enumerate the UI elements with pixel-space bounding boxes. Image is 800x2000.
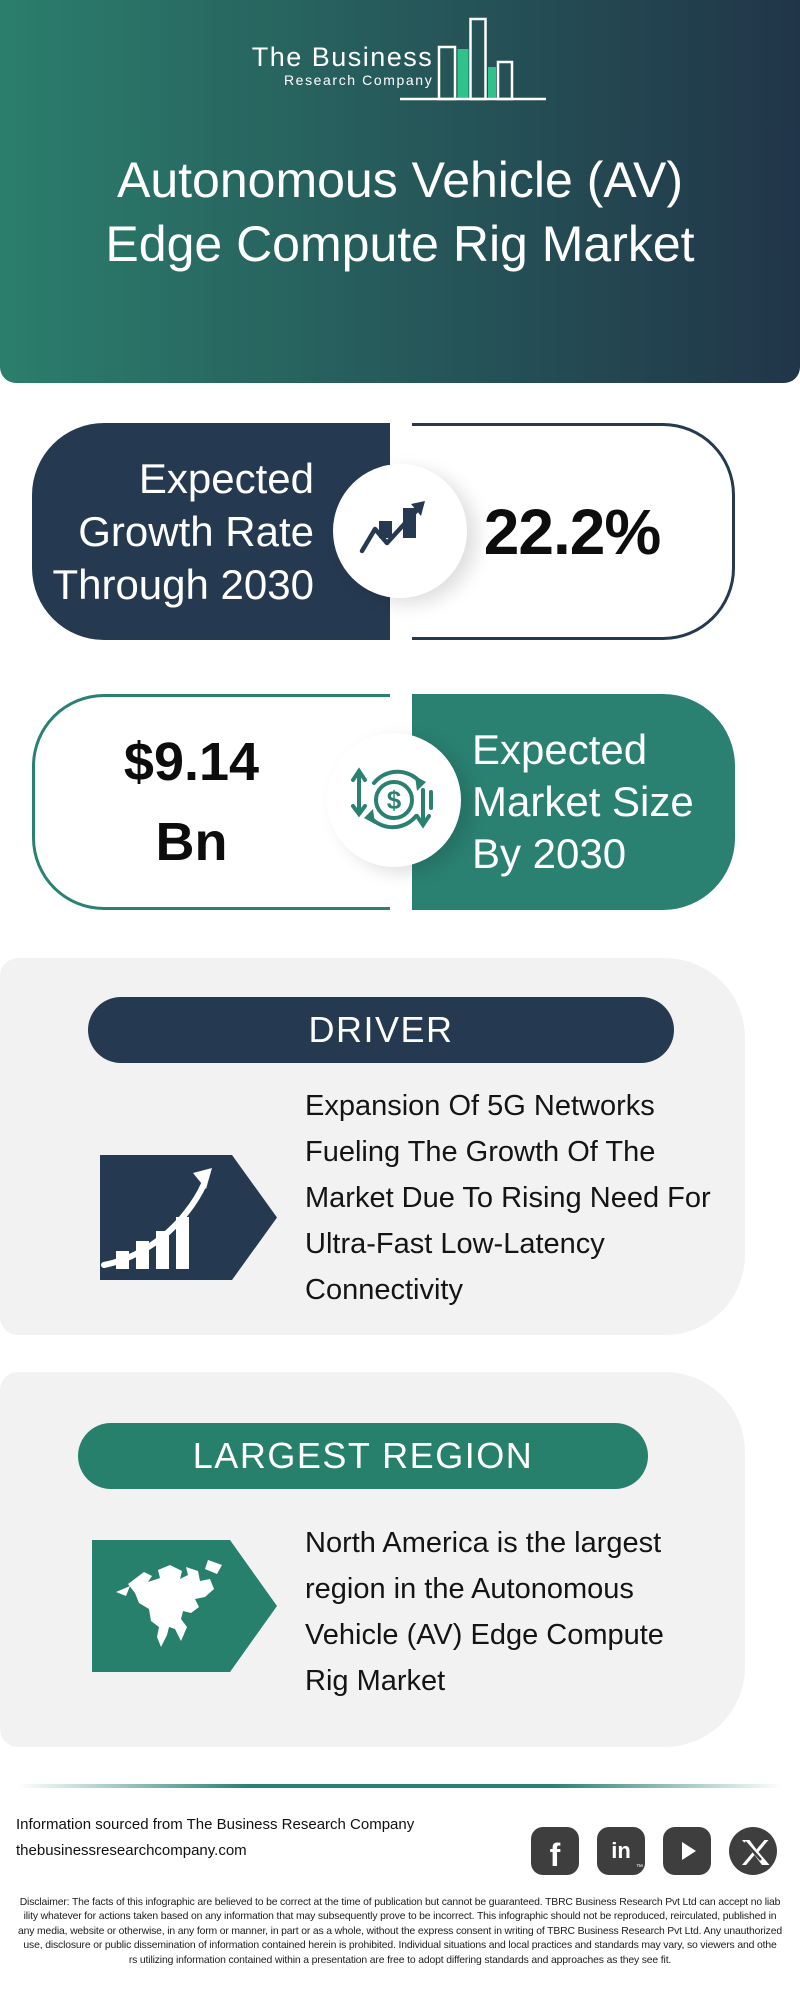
region-text-line3: Vehicle (AV) Edge Compute [305, 1619, 664, 1651]
driver-text-line5: Connectivity [305, 1274, 463, 1306]
driver-text-line3: Market Due To Rising Need For [305, 1182, 711, 1214]
bar-growth-arrow-icon [100, 1155, 277, 1280]
region-heading: LARGEST REGION [192, 1435, 534, 1476]
size-label-line3: By 2030 [472, 830, 627, 877]
region-heading-pill: LARGEST REGION [78, 1423, 648, 1489]
growth-rate-card: Expected Growth Rate Through 2030 22.2% [32, 423, 735, 640]
disclaimer-line1: Disclaimer: The facts of this infographi… [19, 1897, 781, 1908]
market-size-unit: Bn [155, 812, 228, 872]
source-info: Information sourced from The Business Re… [16, 1812, 414, 1864]
driver-text-line4: Ultra-Fast Low-Latency [305, 1228, 605, 1260]
disclaimer: Disclaimer: The facts of this infographi… [10, 1896, 790, 1968]
growth-rate-value: 22.2% [483, 495, 661, 568]
size-label-line2: Market Size [472, 778, 694, 825]
svg-text:$: $ [387, 785, 402, 815]
disclaimer-line3: any media, website or otherwise, in any … [18, 1925, 782, 1937]
company-logo: The Business Research Company [0, 16, 800, 102]
facebook-icon[interactable]: f [531, 1827, 579, 1875]
growth-trend-icon [359, 501, 425, 554]
page-title-line1: Autonomous Vehicle (AV) [116, 152, 684, 208]
market-size-value-box: $9.14 Bn [32, 694, 390, 910]
market-size-badge: $ [327, 733, 461, 867]
source-line: Information sourced from The Business Re… [16, 1816, 415, 1833]
region-text-line2: region in the Autonomous [305, 1573, 634, 1605]
growth-label-line1: Expected [138, 455, 314, 502]
page-title: Autonomous Vehicle (AV) Edge Compute Rig… [0, 148, 800, 276]
region-text-line1: North America is the largest [305, 1527, 662, 1559]
website-link[interactable]: thebusinessresearchcompany.com [16, 1842, 247, 1859]
logo-name-line1: The Business [251, 42, 434, 72]
driver-text-line1: Expansion Of 5G Networks [305, 1090, 655, 1122]
driver-panel: DRIVER Expansion Of 5G Networks Fueling … [0, 958, 745, 1335]
disclaimer-line4: use, disclosure or public dissemination … [23, 1940, 777, 1952]
youtube-icon[interactable] [663, 1827, 711, 1875]
driver-heading-pill: DRIVER [88, 997, 674, 1063]
logo-wordmark: The Business Research Company [252, 42, 434, 88]
growth-label-line2: Growth Rate [78, 508, 314, 555]
social-links: f in ™ [531, 1827, 777, 1875]
growth-badge [333, 464, 467, 598]
largest-region-panel: LARGEST REGION North America is the larg… [0, 1372, 745, 1747]
growth-rate-value-box: 22.2% [412, 423, 735, 640]
driver-heading: DRIVER [308, 1009, 454, 1050]
market-size-label: Expected Market Size By 2030 [412, 694, 735, 910]
region-text: North America is the largest region in t… [305, 1520, 664, 1704]
linkedin-icon[interactable]: in ™ [597, 1827, 645, 1875]
x-glyph [742, 1840, 770, 1865]
logo-bar-chart-icon [400, 17, 547, 101]
growth-rate-label: Expected Growth Rate Through 2030 [32, 423, 390, 640]
play-glyph [682, 1842, 696, 1860]
market-size-value: $9.14 [123, 732, 260, 792]
dollar-exchange-icon: $ [351, 767, 433, 830]
disclaimer-line2: ility whatever for actions taken based o… [23, 1911, 777, 1923]
disclaimer-line5: rs utilizing information contained withi… [128, 1954, 672, 1966]
header-banner: The Business Research Company Autonomous… [0, 0, 800, 383]
logo-name-line2: Research Company [283, 72, 434, 88]
driver-text: Expansion Of 5G Networks Fueling The Gro… [305, 1083, 711, 1313]
teal-divider [18, 1784, 782, 1788]
market-size-card: $9.14 Bn Expected Market Size By 2030 [32, 694, 735, 910]
x-twitter-icon[interactable] [729, 1827, 777, 1875]
driver-text-line2: Fueling The Growth Of The [305, 1136, 656, 1168]
growth-label-line3: Through 2030 [52, 561, 314, 608]
size-label-line1: Expected [472, 726, 648, 773]
north-america-map-icon [92, 1540, 277, 1672]
page-title-line2: Edge Compute Rig Market [105, 216, 695, 272]
region-text-line4: Rig Market [305, 1665, 446, 1697]
